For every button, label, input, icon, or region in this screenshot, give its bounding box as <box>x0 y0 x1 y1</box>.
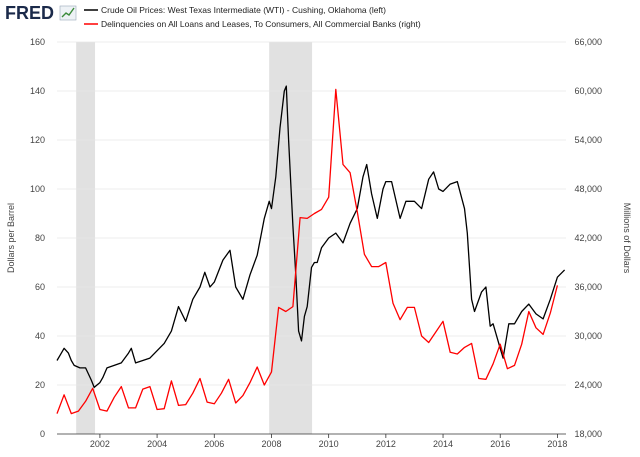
left-tick-label-120: 120 <box>30 135 45 145</box>
right-tick-label-18000: 18,000 <box>574 429 602 439</box>
x-tick-label-2018: 2018 <box>547 439 567 449</box>
right-tick-label-36000: 36,000 <box>574 282 602 292</box>
legend-label-delinquencies: Delinquencies on All Loans and Leases, T… <box>101 19 421 29</box>
left-tick-label-140: 140 <box>30 86 45 96</box>
series-layer <box>56 85 566 415</box>
x-tick-label-2006: 2006 <box>204 439 224 449</box>
logo-text: FRED <box>5 3 54 23</box>
x-tick-label-2008: 2008 <box>261 439 281 449</box>
x-axis-ticks: 2002 2004 2006 2008 2010 2012 2014 2016 2018 <box>90 434 567 449</box>
right-tick-label-30000: 30,000 <box>574 331 602 341</box>
legend-item-oil[interactable]: Crude Oil Prices: West Texas Intermediat… <box>84 5 386 15</box>
x-tick-label-2012: 2012 <box>376 439 396 449</box>
right-tick-label-60000: 60,000 <box>574 86 602 96</box>
left-tick-label-40: 40 <box>35 331 45 341</box>
legend-label-oil: Crude Oil Prices: West Texas Intermediat… <box>101 5 386 15</box>
fred-logo[interactable]: FRED <box>5 3 77 23</box>
right-tick-label-42000: 42,000 <box>574 233 602 243</box>
gridlines <box>57 41 566 386</box>
right-tick-label-54000: 54,000 <box>574 135 602 145</box>
left-axis-ticks: 0 20 40 60 80 100 120 140 160 <box>30 37 45 439</box>
legend: Crude Oil Prices: West Texas Intermediat… <box>84 5 421 29</box>
left-tick-label-60: 60 <box>35 282 45 292</box>
right-axis-title: Millions of Dollars <box>622 203 632 274</box>
right-tick-label-24000: 24,000 <box>574 380 602 390</box>
x-tick-label-2014: 2014 <box>433 439 453 449</box>
left-tick-label-0: 0 <box>40 429 45 439</box>
left-tick-label-80: 80 <box>35 233 45 243</box>
left-tick-label-20: 20 <box>35 380 45 390</box>
right-axis-ticks: 18,000 24,000 30,000 36,000 42,000 48,000 54,0… <box>574 37 602 439</box>
right-tick-label-66000: 66,000 <box>574 37 602 47</box>
series-line-crude-oil <box>56 85 566 389</box>
left-tick-label-100: 100 <box>30 184 45 194</box>
chart-trend-icon <box>59 5 77 21</box>
series-line-delinquencies <box>56 88 559 415</box>
x-tick-label-2010: 2010 <box>319 439 339 449</box>
x-tick-label-2004: 2004 <box>147 439 167 449</box>
x-tick-label-2002: 2002 <box>90 439 110 449</box>
legend-item-delinquencies[interactable]: Delinquencies on All Loans and Leases, T… <box>84 19 421 29</box>
left-axis-title: Dollars per Barrel <box>6 203 16 273</box>
left-tick-label-160: 160 <box>30 37 45 47</box>
right-tick-label-48000: 48,000 <box>574 184 602 194</box>
x-tick-label-2016: 2016 <box>490 439 510 449</box>
